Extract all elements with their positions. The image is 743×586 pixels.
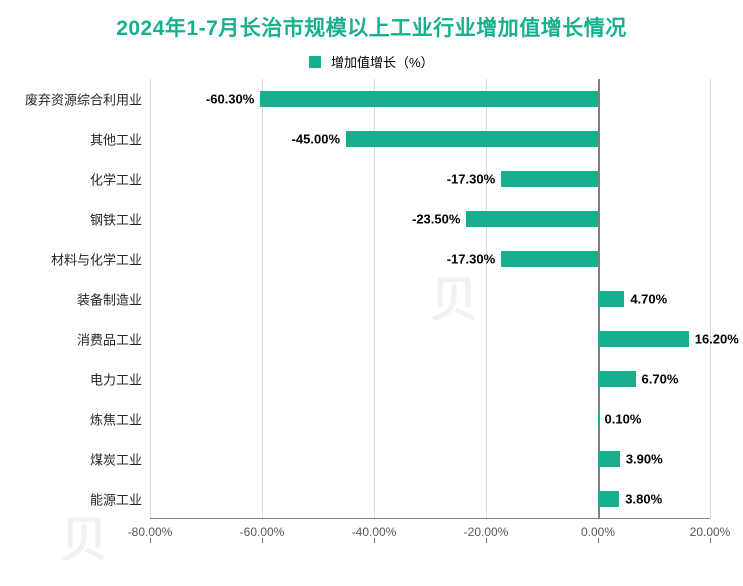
bar-value-label: 16.20% (695, 332, 739, 347)
category-label: 煤炭工业 (90, 450, 142, 469)
category-label: 能源工业 (90, 490, 142, 509)
bar (598, 451, 620, 467)
category-label: 消费品工业 (77, 330, 142, 349)
category-label: 装备制造业 (77, 290, 142, 309)
category-label: 其他工业 (90, 130, 142, 149)
bar-row: 能源工业3.80% (150, 479, 710, 519)
x-tick-label: -60.00% (240, 525, 285, 539)
bar-row: 电力工业6.70% (150, 359, 710, 399)
gridline (710, 79, 711, 519)
bar-row: 装备制造业4.70% (150, 279, 710, 319)
bar-value-label: -45.00% (292, 132, 340, 147)
bar (598, 371, 636, 387)
category-label: 化学工业 (90, 170, 142, 189)
bar-row: 消费品工业16.20% (150, 319, 710, 359)
bar-row: 材料与化学工业-17.30% (150, 239, 710, 279)
bar (346, 131, 598, 147)
chart-area: 废弃资源综合利用业-60.30%其他工业-45.00%化学工业-17.30%钢铁… (150, 79, 710, 549)
bar (260, 91, 598, 107)
category-label: 废弃资源综合利用业 (25, 90, 142, 109)
bar-value-label: -17.30% (447, 252, 495, 267)
x-tick-label: 20.00% (690, 525, 731, 539)
category-label: 炼焦工业 (90, 410, 142, 429)
watermark: 贝 (60, 500, 108, 570)
bar-row: 化学工业-17.30% (150, 159, 710, 199)
bar-value-label: -23.50% (412, 212, 460, 227)
bar-value-label: 0.10% (605, 412, 642, 427)
category-label: 材料与化学工业 (51, 250, 142, 269)
bar (598, 491, 619, 507)
bar (501, 251, 598, 267)
bar-row: 煤炭工业3.90% (150, 439, 710, 479)
bar (598, 291, 624, 307)
category-label: 钢铁工业 (90, 210, 142, 229)
bar (598, 331, 689, 347)
x-tick-label: 0.00% (581, 525, 615, 539)
bar-value-label: -60.30% (206, 92, 254, 107)
x-axis: -80.00%-60.00%-40.00%-20.00%0.00%20.00% (150, 519, 710, 543)
bar-value-label: 4.70% (630, 292, 667, 307)
x-tick-label: -20.00% (464, 525, 509, 539)
x-tick-label: -40.00% (352, 525, 397, 539)
x-tick-label: -80.00% (128, 525, 173, 539)
bar-value-label: -17.30% (447, 172, 495, 187)
bar (598, 411, 599, 427)
bar-value-label: 3.90% (626, 452, 663, 467)
bar (466, 211, 598, 227)
legend-label: 增加值增长（%） (331, 55, 434, 70)
bar-row: 废弃资源综合利用业-60.30% (150, 79, 710, 119)
plot-region: 废弃资源综合利用业-60.30%其他工业-45.00%化学工业-17.30%钢铁… (150, 79, 710, 519)
chart-legend: 增加值增长（%） (0, 52, 743, 71)
bar-row: 其他工业-45.00% (150, 119, 710, 159)
bar-row: 炼焦工业0.10% (150, 399, 710, 439)
bar-row: 钢铁工业-23.50% (150, 199, 710, 239)
bar-value-label: 3.80% (625, 492, 662, 507)
chart-title: 2024年1-7月长治市规模以上工业行业增加值增长情况 (0, 0, 743, 42)
legend-swatch (309, 56, 321, 68)
bar (501, 171, 598, 187)
bar-value-label: 6.70% (642, 372, 679, 387)
category-label: 电力工业 (90, 370, 142, 389)
